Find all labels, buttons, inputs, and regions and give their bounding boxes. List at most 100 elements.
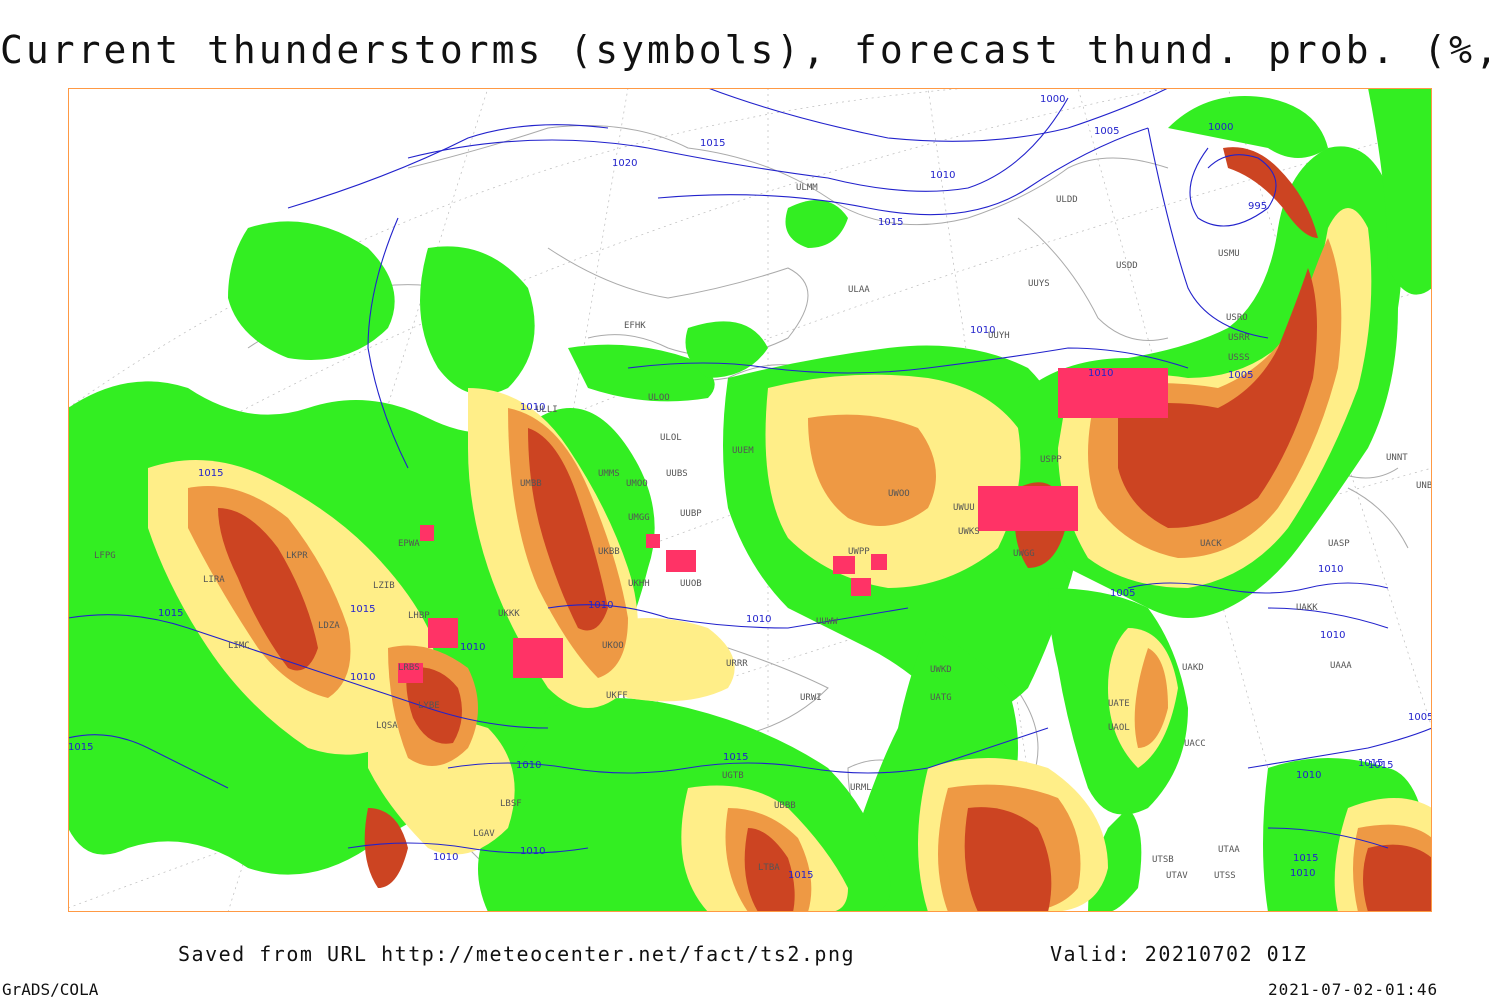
isobar-label: 1010 bbox=[970, 325, 995, 336]
forecast-map: 1000 1005 1015 1020 1010 1015 995 1000 1… bbox=[68, 88, 1432, 912]
isobar-label: 1010 bbox=[520, 402, 545, 413]
thunderstorm-cluster bbox=[1058, 368, 1168, 418]
thunderstorm-symbols bbox=[398, 368, 1168, 683]
probability-shading bbox=[68, 88, 1432, 912]
station-label: UWPP bbox=[848, 547, 870, 557]
station-label: UACC bbox=[1184, 739, 1206, 749]
thunderstorm-cluster bbox=[666, 550, 696, 572]
station-label: UTSB bbox=[1152, 855, 1174, 865]
station-label: UAKK bbox=[1296, 603, 1318, 613]
isobar-label: 1015 bbox=[1358, 758, 1383, 769]
station-label: UAOL bbox=[1108, 723, 1130, 733]
station-label: UBBB bbox=[774, 801, 796, 811]
station-label: UWGG bbox=[1013, 549, 1035, 559]
station-label: UWKD bbox=[930, 665, 952, 675]
isobar-label: 1010 bbox=[433, 852, 458, 863]
isobars bbox=[68, 88, 1432, 854]
station-label: LRBS bbox=[398, 663, 420, 673]
station-label: UATG bbox=[930, 693, 952, 703]
station-label: LKPR bbox=[286, 551, 308, 561]
station-label: UATE bbox=[1108, 699, 1130, 709]
isobar-label: 1010 bbox=[516, 760, 541, 771]
station-label: ULDD bbox=[1056, 195, 1078, 205]
station-label: EFHK bbox=[624, 321, 646, 331]
saved-from-url: Saved from URL http://meteocenter.net/fa… bbox=[178, 942, 856, 966]
isobar-label: 1010 bbox=[588, 600, 613, 611]
station-label: UKBB bbox=[598, 547, 620, 557]
station-label: UWKS bbox=[958, 527, 980, 537]
isobar-label: 1010 bbox=[930, 170, 955, 181]
station-label: LBSF bbox=[500, 799, 522, 809]
isobar-label: 995 bbox=[1248, 201, 1267, 212]
station-label: URML bbox=[850, 783, 872, 793]
thunderstorm-cluster bbox=[513, 638, 563, 678]
thunderstorm-cluster bbox=[871, 554, 887, 570]
station-label: LDZA bbox=[318, 621, 340, 631]
station-label: UAAA bbox=[1330, 661, 1352, 671]
isobar-label: 1010 bbox=[746, 614, 771, 625]
station-label: UMGG bbox=[628, 513, 650, 523]
thunderstorm-cluster bbox=[978, 486, 1078, 531]
station-label: ULOL bbox=[660, 433, 682, 443]
station-label: UTAA bbox=[1218, 845, 1240, 855]
isobar-label: 1015 bbox=[158, 608, 183, 619]
station-label: UMBB bbox=[520, 479, 542, 489]
software-credit: GrADS/COLA bbox=[2, 980, 99, 999]
station-label: LTBA bbox=[758, 863, 780, 873]
station-label: LZIB bbox=[373, 581, 395, 591]
isobar-label: 1015 bbox=[68, 742, 93, 753]
thunderstorm-cluster bbox=[851, 578, 871, 596]
station-label: USPP bbox=[1040, 455, 1062, 465]
station-label: UWOO bbox=[888, 489, 910, 499]
thunderstorm-cluster bbox=[428, 618, 458, 648]
thunderstorm-cluster bbox=[420, 525, 434, 541]
isobar-label: 1015 bbox=[350, 604, 375, 615]
isobar-label: 1020 bbox=[612, 158, 637, 169]
isobar-label: 1010 bbox=[1290, 868, 1315, 879]
station-label: URRR bbox=[726, 659, 748, 669]
station-label: USRO bbox=[1226, 313, 1248, 323]
isobar-label: 1010 bbox=[460, 642, 485, 653]
station-label: LFPG bbox=[94, 551, 116, 561]
isobar-label: 1010 bbox=[1296, 770, 1321, 781]
isobar-label: 1015 bbox=[1368, 760, 1393, 771]
station-label: ULAA bbox=[848, 285, 870, 295]
station-label: USRR bbox=[1228, 333, 1250, 343]
render-timestamp: 2021-07-02-01:46 bbox=[1268, 980, 1439, 999]
station-label: LQSA bbox=[376, 721, 398, 731]
station-label: LYBE bbox=[418, 701, 440, 711]
isobar-label: 1000 bbox=[1208, 122, 1233, 133]
station-label: UNBB bbox=[1416, 481, 1432, 491]
station-label: USMU bbox=[1218, 249, 1240, 259]
station-label: UAKD bbox=[1182, 663, 1204, 673]
station-label: UUBP bbox=[680, 509, 702, 519]
thunderstorm-cluster bbox=[398, 663, 423, 683]
station-label: UMMS bbox=[598, 469, 620, 479]
map-frame bbox=[68, 88, 1432, 912]
station-label: LHBP bbox=[408, 611, 430, 621]
station-label: USSS bbox=[1228, 353, 1250, 363]
isobar-labels: 1000 1005 1015 1020 1010 1015 995 1000 1… bbox=[68, 94, 1432, 881]
isobar-label: 1010 bbox=[1088, 368, 1113, 379]
station-label: UKHH bbox=[628, 579, 650, 589]
isobar-label: 1005 bbox=[1408, 712, 1432, 723]
station-label: LIRA bbox=[203, 575, 225, 585]
station-label: ULOO bbox=[648, 393, 670, 403]
station-label: UUEM bbox=[732, 446, 754, 456]
isobar-label: 1015 bbox=[878, 217, 903, 228]
station-label: UGTB bbox=[722, 771, 744, 781]
station-label: UWUU bbox=[953, 503, 975, 513]
station-label: LIMC bbox=[228, 641, 250, 651]
isobar-label: 1015 bbox=[700, 138, 725, 149]
station-label: UASP bbox=[1328, 539, 1350, 549]
station-label: UKOO bbox=[602, 641, 624, 651]
isobar-label: 1000 bbox=[1040, 94, 1065, 105]
station-label: UNNT bbox=[1386, 453, 1408, 463]
isobar-label: 1010 bbox=[1320, 630, 1345, 641]
station-label: UUBS bbox=[666, 469, 688, 479]
isobar-label: 1015 bbox=[723, 752, 748, 763]
station-label: UKKK bbox=[498, 609, 520, 619]
isobar-label: 1005 bbox=[1110, 588, 1135, 599]
thunderstorm-cluster bbox=[646, 534, 660, 548]
station-label: LGAV bbox=[473, 829, 495, 839]
